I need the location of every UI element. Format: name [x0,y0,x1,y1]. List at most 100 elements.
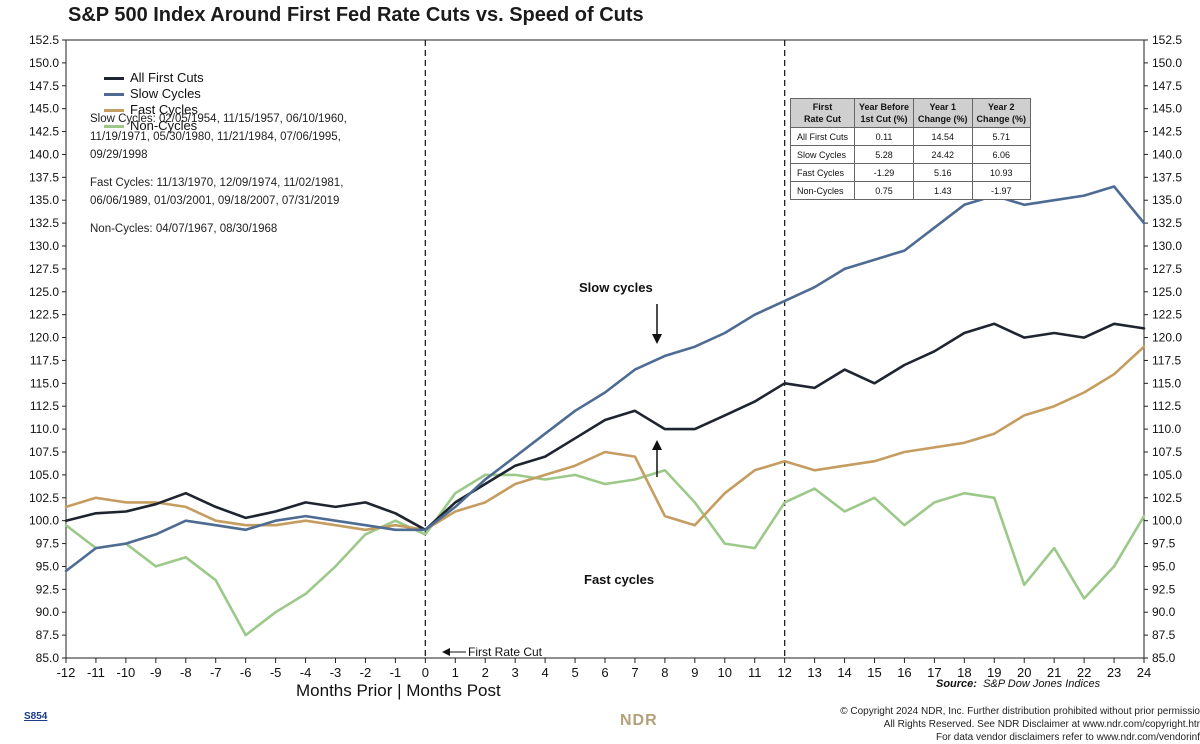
note-line: Non-Cycles: 04/07/1967, 08/30/1968 [90,223,278,235]
x-tick-label: 13 [807,665,821,677]
x-tick-label: 5 [571,665,578,677]
legend-swatch [104,124,124,128]
first-rate-cut-label: First Rate Cut [468,645,543,659]
table-row-label: Slow Cycles [789,145,856,164]
series-line-non-cycles [64,469,1146,637]
y-tick-label-left: 107.5 [29,445,59,459]
chart-frame: 85.0 87.5 90.0 92.5 95.0 97.5 100.0 102.5 105.0 1… [0,32,1200,690]
x-tick-label: -9 [150,665,162,677]
x-tick-label: -3 [330,665,342,677]
y-tick-label-left: 92.5 [36,582,60,596]
x-tick-label: 9 [691,665,698,677]
series-line-all-first-cuts [64,322,1146,532]
x-tick-label: 16 [897,665,911,677]
x-tick-label: 22 [1077,665,1091,677]
y-tick-label-right: 97.5 [1152,537,1176,551]
chart-id-link[interactable]: S854 [24,711,48,722]
y-tick-label-right: 122.5 [1152,308,1182,322]
x-tick-label: 21 [1047,665,1061,677]
legend-item: Fast Cycles [104,102,204,118]
slow-cycles-note: Slow Cycles: 02/05/1954, 11/15/1957, 06/… [90,110,347,164]
x-tick-label: 8 [661,665,668,677]
x-tick-label: 0 [422,665,429,677]
y-tick-label-right: 142.5 [1152,125,1182,139]
y-tick-label-right: 130.0 [1152,239,1182,253]
y-tick-label-left: 120.0 [29,331,59,345]
x-axis-title: Months Prior | Months Post [296,681,501,700]
x-tick-label: 6 [601,665,608,677]
fast-cycles-annotation: Fast cycles [584,572,655,587]
table-cell: 1.43 [913,181,973,200]
y-tick-label-left: 100.0 [29,514,59,528]
x-tick-label: 17 [927,665,941,677]
y-tick-label-right: 150.0 [1152,56,1182,70]
y-axis-right: 85.0 87.5 90.0 92.5 95.0 97.5 100.0 102.5 105.0 1… [1144,33,1182,665]
x-tick-label: 1 [452,665,459,677]
x-tick-label: 19 [987,665,1001,677]
slow-cycles-annotation: Slow cycles [579,280,653,295]
y-tick-label-left: 105.0 [29,468,59,482]
note-line: 11/19/1971, 05/30/1980, 11/21/1984, 07/0… [90,131,341,143]
y-tick-label-left: 102.5 [29,491,59,505]
table-cell: 5.71 [971,127,1032,146]
legend-item: Slow Cycles [104,86,204,102]
copyright-note: © Copyright 2024 NDR, Inc. Further distr… [840,705,1200,744]
table-header-cell: Year Before 1st Cut (%) [854,98,915,128]
table-row: All First Cuts 0.11 14.54 5.71 [789,127,1032,146]
source-label: Source: [936,678,977,690]
x-tick-label: -4 [300,665,312,677]
y-tick-label-left: 90.0 [36,605,60,619]
table-row: Slow Cycles 5.28 24.42 6.06 [789,145,1032,164]
x-tick-label: 20 [1017,665,1031,677]
chart-legend: All First Cuts Slow Cycles Fast Cycles Non-… [104,70,204,134]
y-tick-label-right: 95.0 [1152,559,1176,573]
slow-cycles-arrow [652,304,662,344]
rate-cut-vlines [424,40,786,658]
y-tick-label-right: 107.5 [1152,445,1182,459]
table-cell: 0.75 [854,181,915,200]
cycle-stats-table: First Rate Cut Year Before 1st Cut (%) Year … [789,98,1032,200]
x-tick-label: 15 [867,665,881,677]
y-tick-label-right: 147.5 [1152,79,1182,93]
x-axis: -12 -11 -10 -9 -8 -7 -6 -5 -4 -3 -2 -1 0 1 2 3 4 5 6 7 8 9 10 1… [57,658,1151,677]
table-header-cell: Year 2 Change (%) [971,98,1032,128]
y-tick-label-left: 97.5 [36,537,60,551]
x-tick-label: 3 [512,665,519,677]
copyright-line: All Rights Reserved. See NDR Disclaimer … [883,719,1200,730]
chart-title: S&P 500 Index Around First Fed Rate Cuts… [68,4,644,26]
x-tick-label: -5 [270,665,282,677]
table-row-label: Non-Cycles [789,181,856,200]
series-layer [64,185,1146,637]
x-tick-label: 11 [748,665,762,677]
x-tick-label: 7 [631,665,638,677]
table-header-cell: Year 1 Change (%) [913,98,973,128]
legend-swatch [104,92,124,96]
y-axis-left: 85.0 87.5 90.0 92.5 95.0 97.5 100.0 102.5 105.0 1… [29,33,66,665]
legend-item: Non-Cycles [104,118,204,134]
y-tick-label-right: 117.5 [1152,353,1181,367]
y-tick-label-right: 92.5 [1152,582,1176,596]
y-tick-label-right: 145.0 [1152,102,1182,116]
x-tick-label: -6 [240,665,252,677]
x-tick-label: 12 [777,665,791,677]
x-tick-label: -8 [180,665,192,677]
y-tick-label-left: 95.0 [36,559,60,573]
y-tick-label-right: 127.5 [1152,262,1182,276]
y-tick-label-left: 87.5 [36,628,60,642]
y-tick-label-left: 150.0 [29,56,59,70]
x-tick-label: 24 [1137,665,1151,677]
legend-label: Fast Cycles [130,102,198,117]
y-tick-label-right: 100.0 [1152,514,1182,528]
x-tick-label: -2 [360,665,372,677]
y-tick-label-right: 115.0 [1152,376,1181,390]
x-tick-label: -10 [116,665,135,677]
legend-swatch [104,108,124,112]
table-cell: 14.54 [913,127,973,146]
table-cell: 24.42 [913,145,973,164]
y-tick-label-left: 122.5 [29,308,59,322]
table-row: Fast Cycles -1.29 5.16 10.93 [789,163,1032,182]
y-tick-label-left: 145.0 [29,102,59,116]
y-tick-label-right: 120.0 [1152,331,1182,345]
y-tick-label-right: 110.0 [1152,422,1181,436]
y-tick-label-right: 85.0 [1152,651,1176,665]
